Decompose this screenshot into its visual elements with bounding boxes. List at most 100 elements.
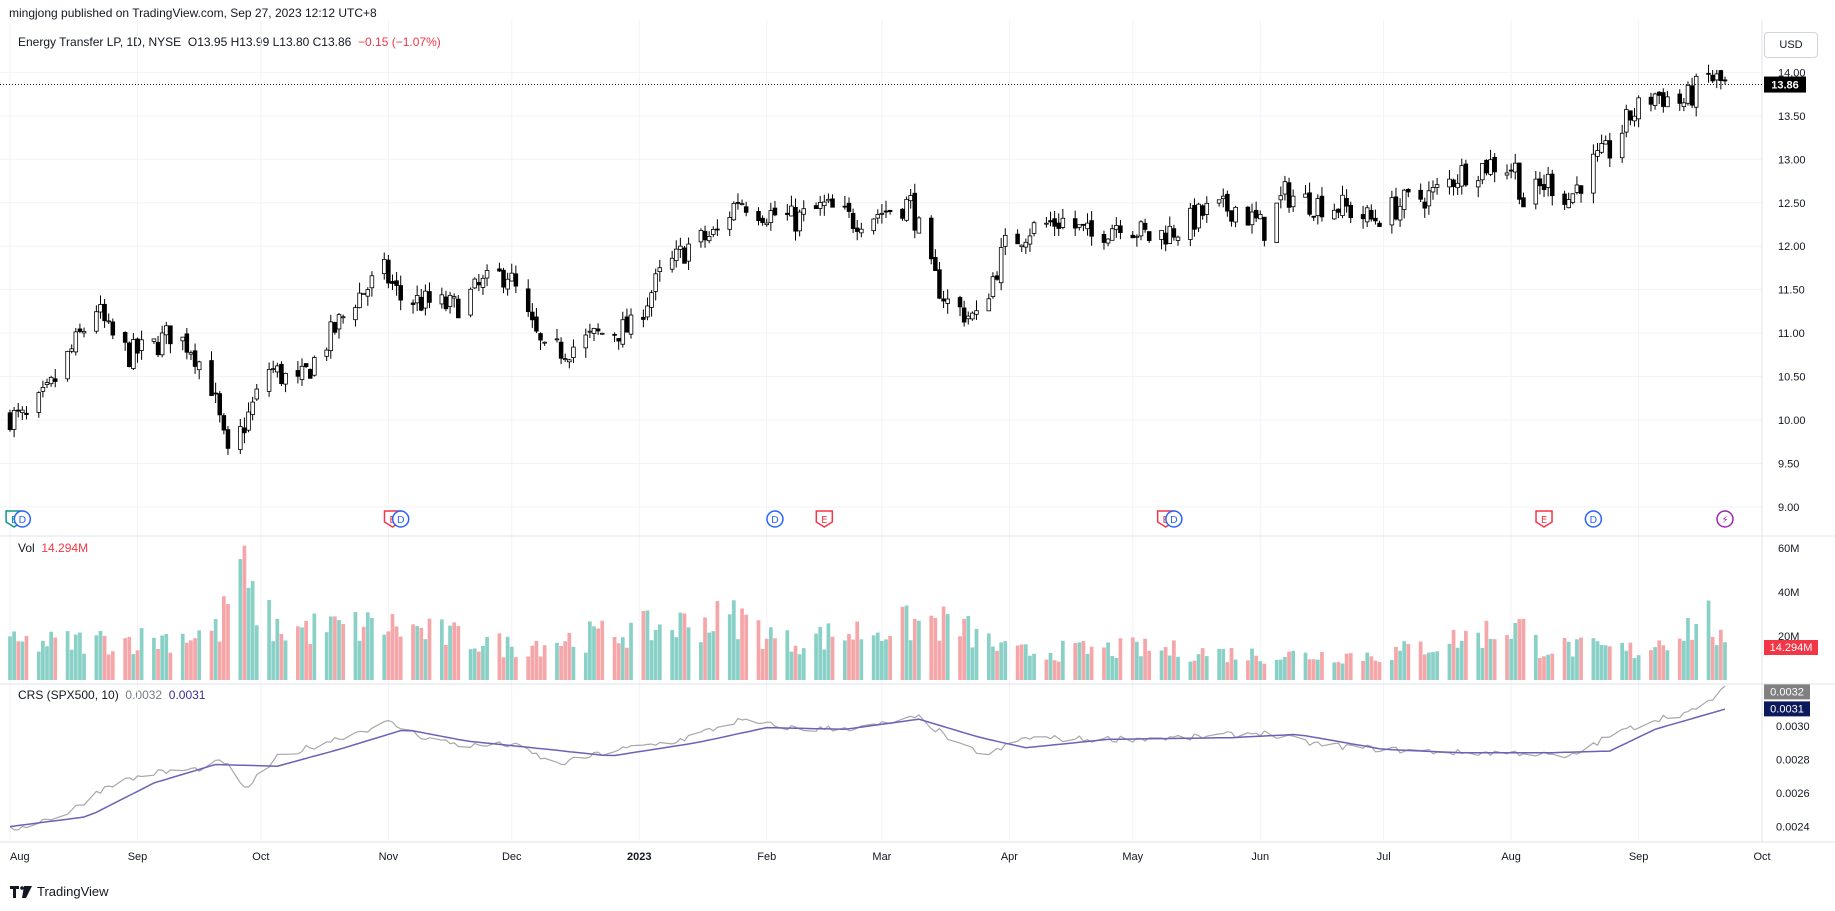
volume-bar: [929, 615, 934, 680]
candle: [1332, 203, 1337, 220]
volume-bar: [1019, 644, 1024, 680]
volume-bar: [1233, 659, 1238, 680]
dividend-marker-icon[interactable]: D: [391, 510, 410, 528]
candle: [77, 323, 83, 334]
candle: [1085, 213, 1090, 236]
volume-tick-label: 60M: [1778, 543, 1799, 555]
candle: [509, 263, 514, 282]
dividend-marker-icon[interactable]: D: [1584, 510, 1603, 528]
candle: [1566, 192, 1571, 209]
volume-bar: [333, 616, 337, 680]
candle: [1175, 235, 1181, 246]
volume-bar: [592, 626, 596, 680]
volume-bar: [8, 636, 12, 680]
volume-bar: [1056, 661, 1061, 680]
volume-bar: [830, 636, 835, 680]
candlestick-series[interactable]: [7, 64, 1728, 455]
candle: [1167, 216, 1173, 245]
volume-bar: [1192, 660, 1197, 680]
volume-bar: [1348, 653, 1353, 680]
volume-bar: [1406, 644, 1411, 680]
volume-bar: [361, 626, 366, 680]
dividend-marker-icon[interactable]: D: [1165, 510, 1183, 528]
price-tick-label: 13.50: [1778, 111, 1806, 123]
volume-bar: [773, 638, 777, 680]
volume-bar: [1307, 659, 1312, 680]
dividend-marker-icon[interactable]: D: [13, 510, 32, 528]
candle: [854, 219, 860, 241]
candle: [1685, 81, 1691, 106]
candle: [250, 396, 255, 421]
volume-bar: [1361, 660, 1365, 680]
candle: [961, 300, 967, 327]
volume-bar: [1628, 642, 1633, 680]
candle: [1060, 208, 1066, 230]
volume-bar: [1135, 641, 1139, 680]
volume-bar: [102, 635, 107, 680]
candle: [139, 330, 144, 360]
volume-series[interactable]: [8, 545, 1727, 680]
earnings-marker-icon[interactable]: E: [1535, 510, 1553, 528]
footer-brand[interactable]: TradingView: [10, 884, 109, 899]
candle: [1220, 188, 1226, 208]
candle: [998, 237, 1004, 291]
volume-bar: [328, 616, 333, 680]
candle: [40, 380, 46, 398]
candle: [106, 313, 111, 325]
volume-bar: [296, 626, 300, 680]
volume-bar: [888, 636, 892, 680]
split-marker-icon[interactable]: ⚡: [1716, 510, 1734, 528]
volume-bar: [1311, 659, 1316, 680]
volume-bar: [991, 646, 995, 680]
candle: [382, 252, 387, 280]
price-tick-label: 12.50: [1778, 198, 1806, 210]
volume-label[interactable]: Vol: [18, 541, 35, 555]
candle: [1286, 177, 1292, 213]
volume-bar: [1167, 655, 1172, 680]
volume-bar: [682, 613, 687, 680]
volume-bar: [411, 624, 415, 680]
volume-bar: [1570, 656, 1575, 680]
currency-button[interactable]: USD: [1764, 32, 1818, 58]
volume-bar: [222, 596, 226, 680]
crs-tick-label: 0.0030: [1776, 721, 1810, 733]
symbol-legend: Energy Transfer LP, 1D, NYSE O13.95 H13.…: [18, 35, 441, 49]
event-markers[interactable]: EDEDDEEDED⚡: [5, 510, 1734, 528]
candle: [98, 295, 103, 319]
volume-bar: [703, 617, 707, 680]
volume-bar: [1369, 656, 1374, 680]
volume-bar: [1550, 653, 1555, 680]
candle: [1225, 190, 1230, 217]
volume-bar: [1620, 642, 1625, 680]
candle: [1315, 194, 1321, 225]
candle: [534, 308, 539, 334]
earnings-marker-icon[interactable]: E: [815, 510, 834, 528]
candle: [620, 311, 626, 348]
volume-bar: [300, 627, 304, 680]
candle: [1455, 174, 1460, 195]
svg-text:D: D: [1590, 515, 1598, 526]
volume-bar: [1048, 652, 1053, 680]
candle: [1677, 89, 1682, 111]
candle: [904, 196, 909, 222]
volume-bar: [1624, 650, 1629, 680]
volume-bar: [958, 636, 962, 680]
crs-series[interactable]: [9, 685, 1726, 831]
volume-bar: [312, 613, 317, 680]
candle: [1545, 167, 1551, 197]
volume-bar: [12, 631, 16, 680]
candle: [1044, 217, 1049, 228]
volume-bar: [641, 610, 646, 680]
volume-bar: [370, 617, 374, 680]
symbol-name[interactable]: Energy Transfer LP, 1D, NYSE: [18, 35, 182, 49]
candle: [270, 360, 276, 374]
candle: [275, 362, 280, 378]
volume-bar: [164, 634, 169, 680]
volume-bar: [1579, 637, 1583, 680]
volume-bar: [1706, 600, 1711, 680]
crs-label[interactable]: CRS (SPX500, 10): [18, 688, 119, 702]
dividend-marker-icon[interactable]: D: [766, 510, 784, 528]
price-tick-label: 9.00: [1778, 502, 1799, 514]
candle: [1406, 188, 1411, 198]
